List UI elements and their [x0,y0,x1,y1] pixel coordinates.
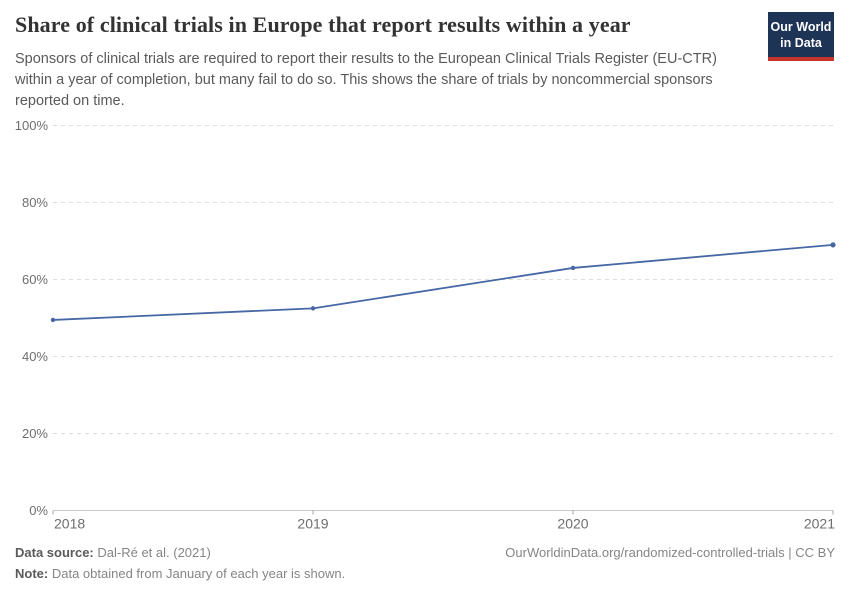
y-tick-label-40: 40% [22,349,48,364]
data-source-value: Dal-Ré et al. (2021) [97,545,211,560]
data-point-2021 [830,242,836,248]
x-tick-label-2018: 2018 [54,516,85,532]
data-point-2019 [310,306,316,311]
owid-logo: Our World in Data [768,12,834,61]
y-tick-label-0: 0% [29,503,48,518]
x-tick-label-2019: 2019 [297,516,328,532]
data-source: Data source: Dal-Ré et al. (2021) [15,545,211,560]
attribution-link[interactable]: OurWorldinData.org/randomized-controlled… [505,545,835,560]
y-tick-label-80: 80% [22,195,48,210]
logo-line1: Our World [770,20,832,34]
data-line [52,243,834,321]
x-tick-label-2021: 2021 [804,516,835,532]
footer-note: Note: Data obtained from January of each… [15,566,345,581]
line-chart: 0% 20% 40% 60% 80% 100% 2018 2019 2020 2021 [15,118,836,532]
page-title: Share of clinical trials in Europe that … [15,12,631,37]
note-value: Data obtained from January of each year … [51,566,346,581]
logo-line2: in Data [780,36,822,51]
data-source-label: Data source: [15,545,94,560]
y-tick-label-100: 100% [15,118,49,133]
footer: Data source: Dal-Ré et al. (2021) OurWor… [15,545,835,560]
data-point-2018 [50,317,56,323]
chart-subtitle: Sponsors of clinical trials are required… [15,51,717,110]
note-label: Note: [15,566,49,581]
data-point-2020 [570,265,576,271]
x-tick-label-2020: 2020 [557,516,588,532]
y-tick-label-20: 20% [22,426,48,441]
y-tick-label-60: 60% [22,272,48,287]
